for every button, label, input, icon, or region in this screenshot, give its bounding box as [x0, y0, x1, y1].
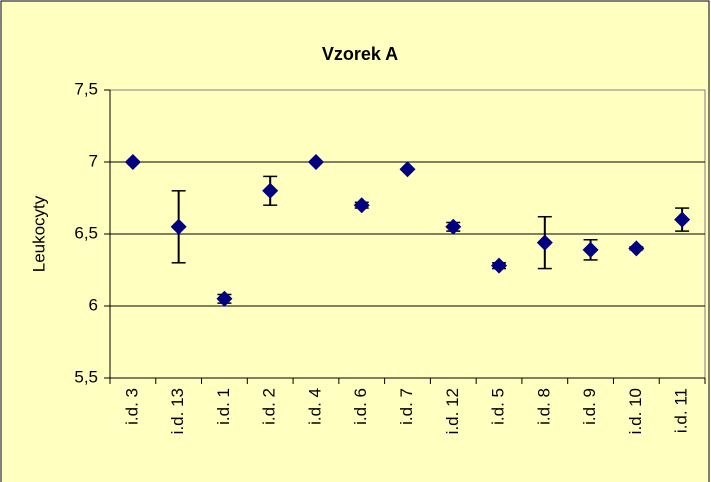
marker	[262, 182, 279, 199]
marker	[399, 161, 416, 178]
marker	[124, 154, 141, 170]
marker	[491, 257, 508, 274]
x-tick-label: i.d. 4	[305, 388, 324, 425]
y-tick-label: 7	[89, 151, 98, 170]
x-tick-label: i.d. 11	[672, 388, 691, 433]
marker	[582, 241, 599, 258]
marker	[445, 218, 462, 235]
y-tick-label: 6,5	[74, 223, 98, 242]
x-tick-label: i.d. 8	[534, 388, 553, 425]
marker	[628, 240, 645, 257]
x-tick-label: i.d. 13	[168, 388, 187, 434]
x-tick-label: i.d. 10	[626, 388, 645, 434]
x-tick-label: i.d. 6	[351, 388, 370, 425]
y-tick-label: 7,5	[74, 79, 98, 98]
marker	[216, 290, 233, 307]
x-tick-label: i.d. 3	[122, 388, 141, 425]
chart-title: Vzorek A	[322, 44, 398, 64]
marker	[674, 211, 691, 228]
marker	[307, 154, 324, 170]
x-tick-label: i.d. 12	[443, 388, 462, 434]
marker	[170, 218, 187, 235]
y-axis-label: Leukocyty	[29, 195, 48, 272]
y-tick-label: 5,5	[74, 367, 98, 386]
marker	[353, 197, 370, 214]
x-tick-label: i.d. 9	[580, 388, 599, 425]
x-tick-label: i.d. 2	[260, 388, 279, 425]
x-tick-label: i.d. 1	[214, 388, 233, 425]
x-tick-label: i.d. 7	[397, 388, 416, 425]
x-tick-label: i.d. 5	[489, 388, 508, 425]
marker	[536, 234, 553, 251]
y-tick-label: 6	[89, 295, 98, 314]
